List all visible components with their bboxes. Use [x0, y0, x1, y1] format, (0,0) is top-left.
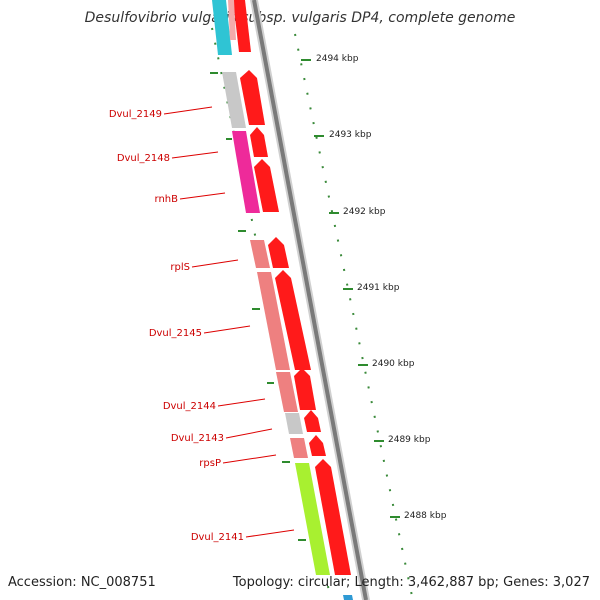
genome-backbone-line	[252, 0, 368, 600]
scale-label-2490: 2490 kbp	[372, 359, 415, 369]
top-feature-block	[212, 0, 232, 55]
gene-block-dvul-2143	[285, 413, 303, 434]
scale-label-2492: 2492 kbp	[343, 207, 386, 217]
gene-label-dvul-2144: Dvul_2144	[163, 401, 216, 412]
gene-block-rpsp	[290, 438, 308, 458]
gene-block-dvul-2148	[232, 131, 250, 155]
gene-label-dvul-2148: Dvul_2148	[117, 153, 170, 164]
gene-label-dvul-2145: Dvul_2145	[149, 328, 202, 339]
label-leaders	[163, 106, 295, 538]
scale-label-2494: 2494 kbp	[316, 54, 359, 64]
scale-label-2489: 2489 kbp	[388, 435, 431, 445]
cds-arrow-rpsp	[309, 435, 326, 456]
gene-block-dvul-2145	[257, 272, 290, 370]
cds-arrow-dvul-2148	[250, 127, 268, 157]
cds-arrow-dvul-2141	[315, 459, 351, 575]
scale-label-2491: 2491 kbp	[357, 283, 400, 293]
gene-label-dvul-2143: Dvul_2143	[171, 433, 224, 444]
inner-ticks	[210, 72, 306, 541]
scale-label-2493: 2493 kbp	[329, 130, 372, 140]
scale-label-2488: 2488 kbp	[404, 511, 447, 521]
cds-arrow-dvul-2144	[294, 368, 316, 410]
gene-label-dvul-2141: Dvul_2141	[191, 532, 244, 543]
gene-track	[222, 70, 351, 575]
cds-arrow-dvul-2143	[304, 410, 321, 432]
scale-ticks	[301, 59, 400, 518]
cds-arrow-rnhb	[254, 159, 279, 212]
gene-block-rpls	[250, 240, 270, 268]
accession-text: Accession: NC_008751	[8, 575, 156, 590]
bottom-feature-fragment	[343, 595, 353, 600]
top-feature-arrow-pink	[228, 0, 236, 40]
gene-label-rpsp: rpsP	[199, 458, 221, 469]
gene-label-dvul-2149: Dvul_2149	[109, 109, 162, 120]
gene-block-dvul-2149	[222, 72, 246, 128]
cds-arrow-dvul-2145	[275, 270, 311, 370]
map-title: Desulfovibrio vulgaris subsp. vulgaris D…	[84, 10, 516, 26]
gene-block-dvul-2141	[295, 463, 330, 575]
gene-label-rnhb: rnhB	[155, 194, 179, 205]
cds-arrow-rpls	[268, 237, 289, 268]
cds-arrow-dvul-2149	[240, 70, 265, 125]
gene-block-rnhb	[236, 155, 260, 213]
topology-text: Topology: circular; Length: 3,462,887 bp…	[232, 575, 590, 590]
gene-block-dvul-2144	[276, 372, 298, 412]
top-feature-arrow	[233, 0, 251, 52]
gene-label-rpls: rplS	[170, 262, 190, 273]
